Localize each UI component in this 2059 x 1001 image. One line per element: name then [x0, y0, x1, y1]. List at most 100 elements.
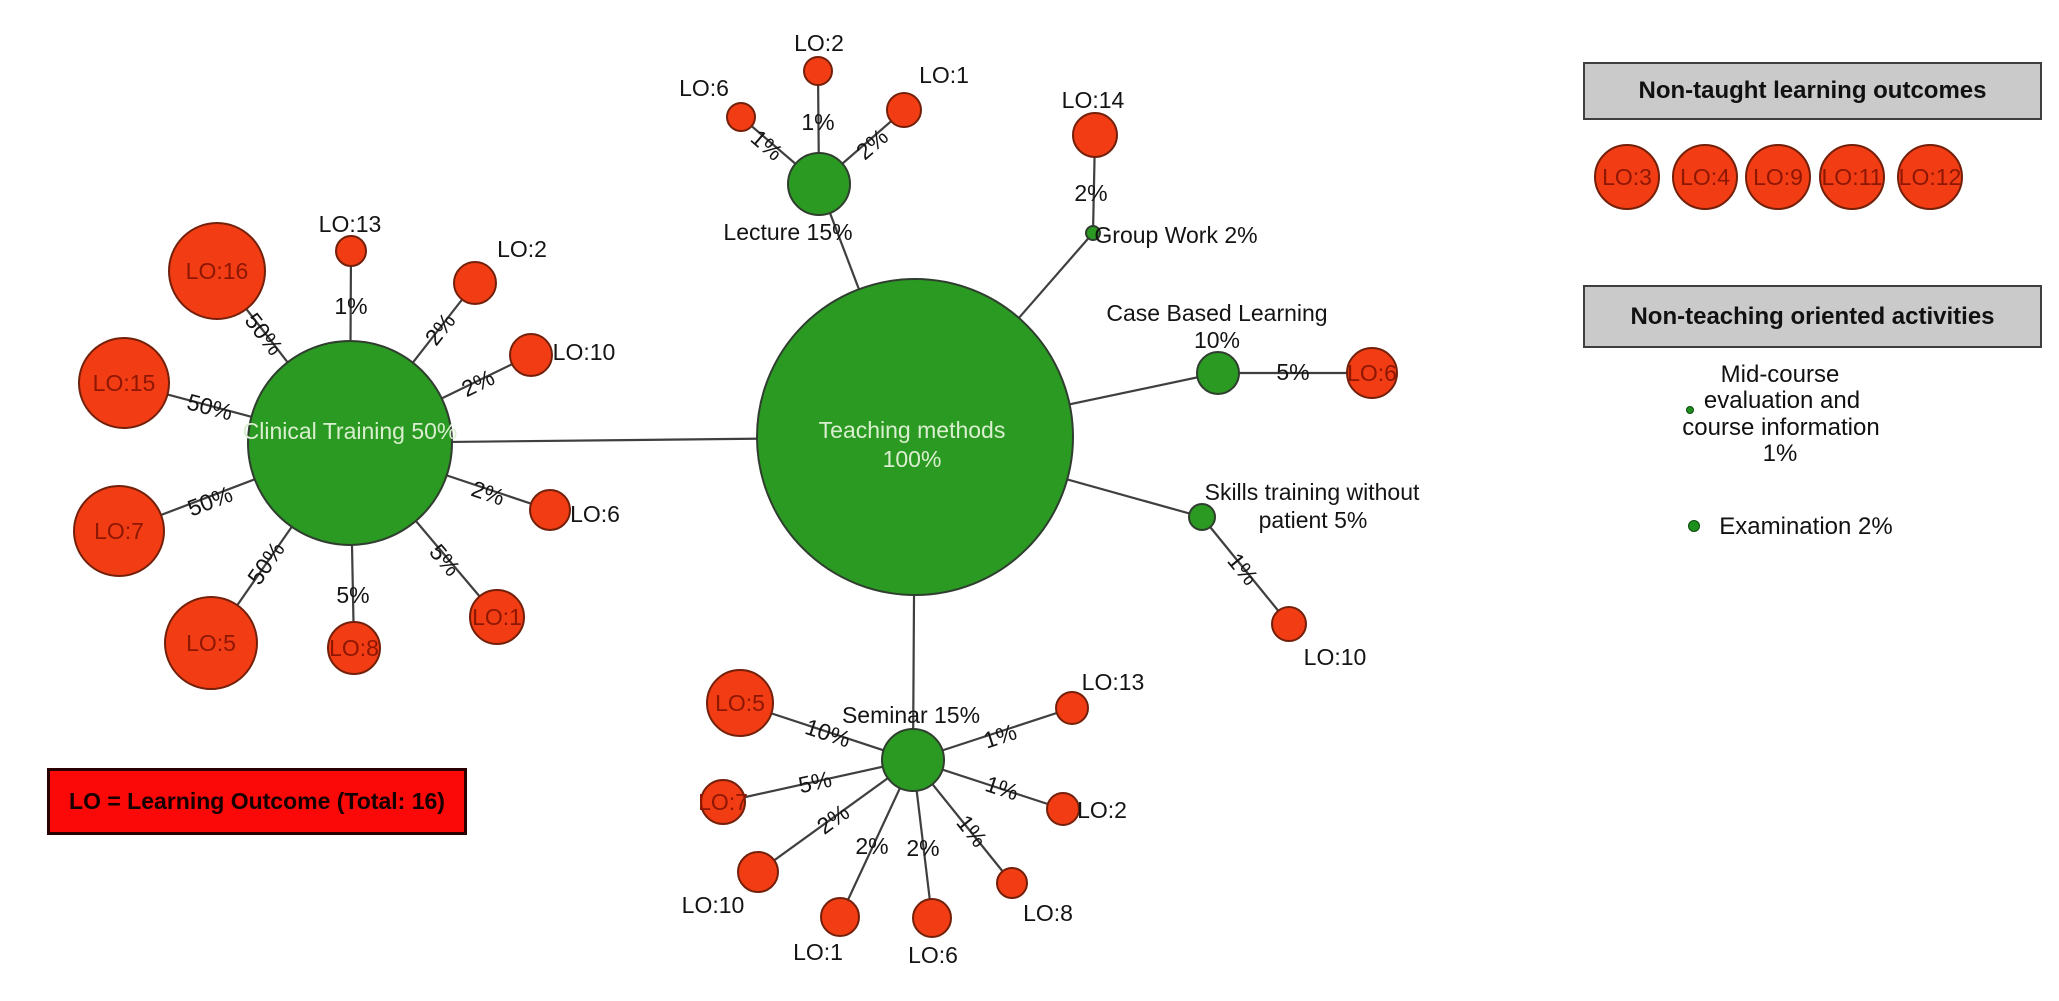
edge-label-clinical-cl_lo8: 5%: [336, 582, 369, 608]
node-labels-layer: Teaching methods 100% Clinical Training 50…: [93, 30, 1420, 968]
node-teaching-label-1: 100%: [883, 446, 942, 472]
examination-dot: [1688, 520, 1700, 532]
node-clinical-circle: [247, 340, 453, 546]
non-taught-lo-circle-lo-3: LO:3: [1594, 144, 1660, 210]
node-cl_lo10-circle: [509, 333, 553, 377]
node-cl_lo2-label-0: LO:2: [497, 236, 547, 262]
node-sem_lo6-circle: [912, 898, 952, 938]
node-cl_lo5-circle: [164, 596, 258, 690]
node-groupwork-circle: [1085, 225, 1101, 241]
node-sem_lo2-label-0: LO:2: [1077, 797, 1127, 823]
node-gw_lo14-label-0: LO:14: [1062, 87, 1125, 113]
node-cl_lo8-label-0: LO:8: [329, 635, 379, 661]
node-cl_lo6-label-0: LO:6: [570, 501, 620, 527]
non-taught-lo-circle-lo-9: LO:9: [1745, 144, 1811, 210]
mid-course-evaluation-line-1: evaluation and: [1703, 387, 1861, 414]
edge-label-cbl-cbl_lo6: 5%: [1276, 359, 1309, 385]
edge-label-clinical-cl_lo2: 2%: [420, 308, 461, 350]
node-seminar-circle: [881, 728, 945, 792]
node-sem_lo6-label-0: LO:6: [908, 942, 958, 968]
edge-label-clinical-cl_lo13: 1%: [334, 293, 367, 319]
node-sem_lo1-circle: [820, 897, 860, 937]
node-cl_lo13-circle: [335, 235, 367, 267]
node-sk_lo10-circle: [1271, 606, 1307, 642]
edge-label-seminar-sem_lo2: 1%: [982, 770, 1022, 805]
mid-course-evaluation-line-3: 1%: [1762, 440, 1798, 467]
node-sem_lo7-circle: [700, 779, 746, 825]
edge-label-seminar-sem_lo10: 2%: [812, 799, 854, 840]
examination-line-0: Examination 2%: [1719, 513, 1893, 540]
mid-course-evaluation-line-2: course information: [1682, 414, 1880, 441]
node-lecture-circle: [787, 152, 851, 216]
non-taught-lo-circle-lo-11: LO:11: [1819, 144, 1885, 210]
edge-label-clinical-cl_lo10: 2%: [457, 364, 498, 402]
node-cl_lo15-label-0: LO:15: [93, 370, 156, 396]
node-sem_lo13-circle: [1055, 691, 1089, 725]
node-cbl-label-0: Case Based Learning: [1106, 300, 1327, 326]
node-lecture-label-0: Lecture 15%: [723, 219, 852, 245]
node-sem_lo5-label-0: LO:5: [715, 690, 765, 716]
non-teaching-header: Non-teaching oriented activities: [1583, 285, 2042, 348]
node-cl_lo10-label-0: LO:10: [553, 339, 616, 365]
edge-label-seminar-sem_lo1: 2%: [855, 833, 888, 859]
node-cl_lo8-circle: [327, 621, 381, 675]
mid-course-evaluation-line-0: Mid-course: [1720, 361, 1840, 388]
mid-course-evaluation-dot: [1686, 406, 1694, 414]
node-seminar-label-0: Seminar 15%: [842, 702, 980, 728]
node-lec_lo2-label-0: LO:2: [794, 30, 844, 56]
node-sem_lo5-circle: [706, 669, 774, 737]
node-cl_lo1-label-0: LO:1: [472, 604, 522, 630]
edge-label-lecture-lec_lo2: 1%: [801, 109, 834, 135]
edge-label-clinical-cl_lo1: 5%: [424, 539, 465, 581]
node-cbl_lo6-label-0: LO:6: [1347, 360, 1397, 386]
node-sem_lo13-label-0: LO:13: [1082, 669, 1145, 695]
legend-box: LO = Learning Outcome (Total: 16): [47, 768, 467, 835]
node-lec_lo1-label-0: LO:1: [919, 62, 969, 88]
node-teaching-circle: [756, 278, 1074, 596]
node-gw_lo14-circle: [1072, 112, 1118, 158]
edge-label-clinical-cl_lo6: 2%: [468, 475, 508, 510]
edge-label-seminar-sem_lo6: 2%: [906, 835, 939, 861]
edge-label-seminar-sem_lo7: 5%: [796, 766, 834, 799]
node-lec_lo6-circle: [726, 102, 756, 132]
non-taught-lo-circle-lo-12: LO:12: [1897, 144, 1963, 210]
node-cl_lo15-circle: [78, 337, 170, 429]
node-cl_lo7-circle: [73, 485, 165, 577]
nodes-layer: [73, 56, 1398, 938]
node-sem_lo10-circle: [737, 851, 779, 893]
node-cl_lo7-label-0: LO:7: [94, 518, 144, 544]
edge-label-lecture-lec_lo6: 1%: [746, 124, 788, 165]
node-sem_lo2-circle: [1046, 792, 1080, 826]
edge-label-clinical-cl_lo7: 50%: [184, 481, 236, 522]
node-cl_lo1-circle: [469, 589, 525, 645]
node-cl_lo5-label-0: LO:5: [186, 630, 236, 656]
edge-label-seminar-sem_lo13: 1%: [980, 718, 1020, 753]
node-sem_lo8-label-0: LO:8: [1023, 900, 1073, 926]
node-cbl_lo6-circle: [1346, 347, 1398, 399]
node-cl_lo6-circle: [529, 489, 571, 531]
node-lec_lo1-circle: [886, 92, 922, 128]
node-skills-label-1: patient 5%: [1259, 507, 1368, 533]
node-skills-label-0: Skills training without: [1205, 479, 1420, 505]
node-teaching-label-0: Teaching methods: [819, 417, 1006, 443]
node-cl_lo16-label-0: LO:16: [186, 258, 249, 284]
node-clinical-label-0: Clinical Training 50%: [243, 418, 458, 444]
non-taught-title: Non-taught learning outcomes: [1638, 77, 1987, 104]
legend-box-text: LO = Learning Outcome (Total: 16): [69, 788, 445, 814]
edge-label-lecture-lec_lo1: 2%: [851, 123, 893, 164]
edge-label-groupwork-gw_lo14: 2%: [1074, 180, 1107, 206]
node-cbl-circle: [1196, 351, 1240, 395]
node-lec_lo2-circle: [803, 56, 833, 86]
edge-seminar-sem_lo7: [722, 758, 914, 804]
node-sk_lo10-label-0: LO:10: [1304, 644, 1367, 670]
node-cl_lo13-label-0: LO:13: [319, 211, 382, 237]
node-sem_lo10-label-0: LO:10: [682, 892, 745, 918]
non-taught-header: Non-taught learning outcomes: [1583, 62, 2042, 120]
node-skills-circle: [1188, 503, 1216, 531]
non-teaching-title: Non-teaching oriented activities: [1630, 302, 1995, 330]
non-taught-lo-circle-lo-4: LO:4: [1672, 144, 1738, 210]
edge-label-clinical-cl_lo15: 50%: [184, 389, 235, 426]
node-sem_lo8-circle: [996, 867, 1028, 899]
